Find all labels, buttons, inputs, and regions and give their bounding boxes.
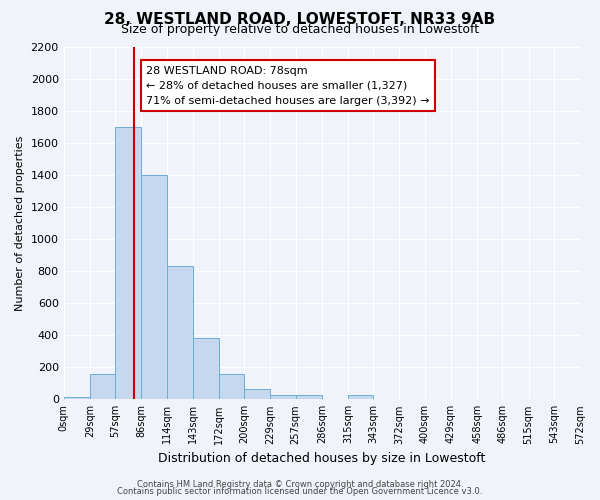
Bar [244,389,271,400]
Text: Size of property relative to detached houses in Lowestoft: Size of property relative to detached ho… [121,22,479,36]
X-axis label: Distribution of detached houses by size in Lowestoft: Distribution of detached houses by size … [158,452,485,465]
Text: 28 WESTLAND ROAD: 78sqm
← 28% of detached houses are smaller (1,327)
71% of semi: 28 WESTLAND ROAD: 78sqm ← 28% of detache… [146,66,430,106]
Bar [64,397,90,400]
Bar [296,396,322,400]
Bar [90,374,115,400]
Text: 28, WESTLAND ROAD, LOWESTOFT, NR33 9AB: 28, WESTLAND ROAD, LOWESTOFT, NR33 9AB [104,12,496,28]
Bar [193,338,219,400]
Bar [141,175,167,400]
Bar [219,374,244,400]
Y-axis label: Number of detached properties: Number of detached properties [15,135,25,310]
Bar [271,396,296,400]
Text: Contains public sector information licensed under the Open Government Licence v3: Contains public sector information licen… [118,487,482,496]
Bar [348,396,373,400]
Bar [115,126,141,400]
Text: Contains HM Land Registry data © Crown copyright and database right 2024.: Contains HM Land Registry data © Crown c… [137,480,463,489]
Bar [167,266,193,400]
